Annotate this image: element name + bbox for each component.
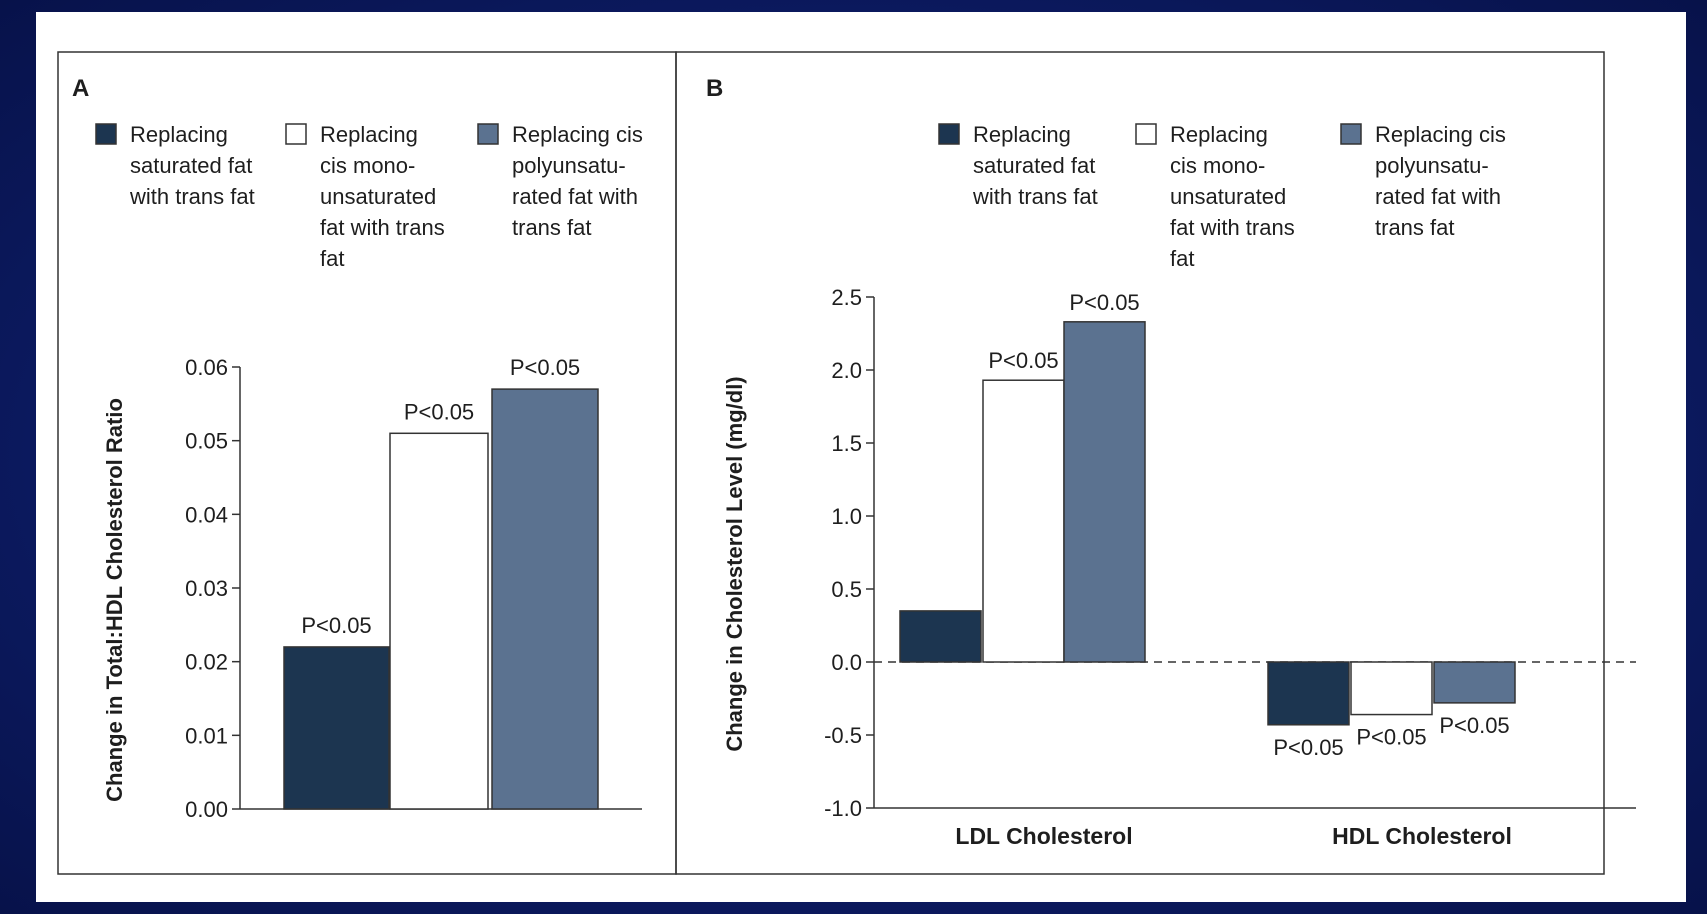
panel-a-legend-label-1-line-1: Replacing: [130, 122, 228, 147]
panel-b-legend-swatch-2: [1135, 123, 1157, 145]
panel-b-legend-swatch-1: [938, 123, 960, 145]
chart-canvas: A B Change in Total:HDL Cholesterol Rati…: [57, 51, 1636, 875]
panel-b-bar-ldl-3: [1063, 321, 1146, 663]
panel-a-bar-3: [491, 388, 599, 810]
panel-a-legend-label-2-line-3: unsaturated: [320, 184, 436, 209]
panel-b-p-value-ldl-2: P<0.05: [988, 348, 1058, 373]
panel-a-y-axis-title: Change in Total:HDL Cholesterol Ratio: [102, 398, 127, 802]
panel-a-y-tick-label-4: 0.04: [185, 502, 228, 527]
panel-a-plot: Replacing saturated fat with trans fat Repl…: [95, 122, 643, 822]
panel-a-y-tick-label-5: 0.05: [185, 429, 228, 454]
panel-a-legend-label-3-line-3: rated fat with: [512, 184, 638, 209]
panel-b-y-tick-label-4: 1.0: [831, 504, 862, 529]
panel-b-y-tick-label-6: 2.0: [831, 358, 862, 383]
panel-b-legend-swatch-3: [1340, 123, 1362, 145]
panel-a-legend-label-3-line-1: Replacing cis: [512, 122, 643, 147]
panel-a-legend-label-1-line-3: with trans fat: [129, 184, 255, 209]
panel-a-legend-swatch-1: [95, 123, 117, 145]
panel-b-bar-ldl-2: [982, 379, 1065, 663]
panel-b-letter: B: [706, 75, 723, 102]
panel-b-legend-label-1-line-3: with trans fat: [972, 184, 1098, 209]
panel-b-legend-label-2-line-2: cis mono-: [1170, 153, 1265, 178]
panel-a-p-value-3: P<0.05: [510, 355, 580, 380]
panel-a-legend-label-2-line-2: cis mono-: [320, 153, 415, 178]
panel-b-legend-label-3-line-3: rated fat with: [1375, 184, 1501, 209]
panel-a-y-tick-label-1: 0.01: [185, 723, 228, 748]
panel-b-y-tick-label-3: 0.5: [831, 577, 862, 602]
panel-b-p-value-ldl-3: P<0.05: [1069, 290, 1139, 315]
panel-b-legend-label-2-line-3: unsaturated: [1170, 184, 1286, 209]
panel-b-p-value-hdl-1: P<0.05: [1273, 735, 1343, 760]
category-label-ldl: LDL Cholesterol: [955, 823, 1132, 849]
panel-b-bar-hdl-1: [1267, 661, 1350, 726]
panel-b-p-value-hdl-3: P<0.05: [1439, 713, 1509, 738]
panel-b-y-tick-label-2: 0.0: [831, 650, 862, 675]
panel-b-legend-label-1-line-2: saturated fat: [973, 153, 1095, 178]
panel-b-y-tick-label-7: 2.5: [831, 285, 862, 310]
panel-b-legend-label-1-line-1: Replacing: [973, 122, 1071, 147]
panel-b-bar-hdl-2: [1350, 661, 1433, 716]
panel-b-legend-label-2-line-5: fat: [1170, 246, 1194, 271]
panel-a-legend-label-1-line-2: saturated fat: [130, 153, 252, 178]
figure-panel: A B Change in Total:HDL Cholesterol Rati…: [36, 12, 1686, 902]
panel-a-legend-swatch-2: [285, 123, 307, 145]
panel-b-frame: [675, 51, 1605, 875]
panel-a-bar-1: [283, 646, 390, 810]
panel-a-y-tick-label-6: 0.06: [185, 355, 228, 380]
panel-b-y-tick-label-1: -0.5: [824, 723, 862, 748]
panel-a-legend-label-3-line-4: trans fat: [512, 215, 591, 240]
panel-a-y-tick-label-3: 0.03: [185, 576, 228, 601]
panel-a-legend-label-2-line-1: Replacing: [320, 122, 418, 147]
panel-a-letter: A: [72, 75, 89, 102]
panel-b-y-axis-title: Change in Cholesterol Level (mg/dl): [722, 376, 747, 751]
panel-b-p-value-hdl-2: P<0.05: [1356, 725, 1426, 750]
panel-a-y-tick-label-0: 0.00: [185, 797, 228, 822]
panel-a-legend-label-2-line-5: fat: [320, 246, 344, 271]
panel-b-y-tick-label-0: -1.0: [824, 796, 862, 821]
panel-b-legend-label-2-line-4: fat with trans: [1170, 215, 1295, 240]
panel-b-legend-label-3-line-4: trans fat: [1375, 215, 1454, 240]
panel-a-legend-label-3-line-2: polyunsatu-: [512, 153, 626, 178]
panel-b-bar-ldl-1: [899, 610, 982, 663]
panel-a-legend-label-2-line-4: fat with trans: [320, 215, 445, 240]
panel-a-bar-2: [389, 432, 489, 810]
panel-b-legend-label-3-line-2: polyunsatu-: [1375, 153, 1489, 178]
category-label-hdl: HDL Cholesterol: [1332, 823, 1512, 849]
panel-b-bar-hdl-3: [1433, 661, 1516, 704]
panel-a-y-tick-label-2: 0.02: [185, 650, 228, 675]
panel-a-legend-swatch-3: [477, 123, 499, 145]
panel-b-y-tick-label-5: 1.5: [831, 431, 862, 456]
panel-b-legend-label-2-line-1: Replacing: [1170, 122, 1268, 147]
panel-b-plot: Replacing saturated fat with trans fat Repl…: [824, 122, 1636, 821]
panel-a-p-value-2: P<0.05: [404, 399, 474, 424]
panel-b-legend-label-3-line-1: Replacing cis: [1375, 122, 1506, 147]
panel-a-p-value-1: P<0.05: [301, 613, 371, 638]
